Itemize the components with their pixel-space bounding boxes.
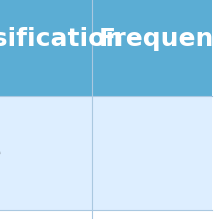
Text: Frequency: Frequency (99, 27, 219, 51)
Text: Male: Male (0, 141, 2, 165)
FancyBboxPatch shape (0, 210, 92, 219)
FancyBboxPatch shape (0, 96, 92, 210)
FancyBboxPatch shape (92, 0, 212, 96)
FancyBboxPatch shape (0, 0, 92, 96)
FancyBboxPatch shape (92, 210, 212, 219)
Text: Classification: Classification (0, 27, 124, 51)
FancyBboxPatch shape (92, 96, 212, 210)
